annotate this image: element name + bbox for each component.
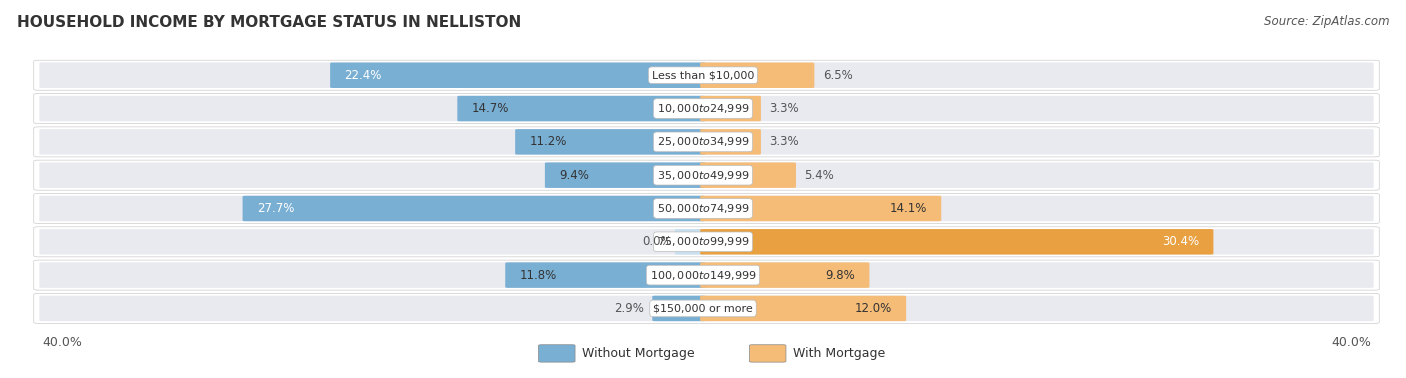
Text: $50,000 to $74,999: $50,000 to $74,999: [657, 202, 749, 215]
FancyBboxPatch shape: [700, 96, 761, 121]
Text: Less than $10,000: Less than $10,000: [652, 70, 754, 80]
Text: $75,000 to $99,999: $75,000 to $99,999: [657, 235, 749, 248]
Text: 11.8%: 11.8%: [519, 269, 557, 282]
FancyBboxPatch shape: [652, 296, 706, 321]
FancyBboxPatch shape: [330, 62, 706, 88]
FancyBboxPatch shape: [675, 229, 706, 254]
FancyBboxPatch shape: [34, 260, 1379, 290]
FancyBboxPatch shape: [700, 163, 796, 188]
Text: Without Mortgage: Without Mortgage: [582, 347, 695, 360]
Text: $150,000 or more: $150,000 or more: [654, 304, 752, 313]
FancyBboxPatch shape: [39, 296, 1374, 321]
FancyBboxPatch shape: [700, 296, 905, 321]
FancyBboxPatch shape: [505, 262, 706, 288]
Text: 30.4%: 30.4%: [1163, 235, 1199, 248]
Text: $25,000 to $34,999: $25,000 to $34,999: [657, 135, 749, 149]
Text: $35,000 to $49,999: $35,000 to $49,999: [657, 169, 749, 182]
Text: Source: ZipAtlas.com: Source: ZipAtlas.com: [1264, 15, 1389, 28]
Text: 9.8%: 9.8%: [825, 269, 855, 282]
Text: 3.3%: 3.3%: [769, 102, 799, 115]
FancyBboxPatch shape: [700, 62, 814, 88]
Text: 5.4%: 5.4%: [804, 169, 834, 182]
FancyBboxPatch shape: [457, 96, 706, 121]
FancyBboxPatch shape: [749, 345, 786, 362]
Text: 6.5%: 6.5%: [823, 69, 852, 82]
FancyBboxPatch shape: [39, 62, 1374, 88]
Text: 3.3%: 3.3%: [769, 135, 799, 149]
FancyBboxPatch shape: [34, 227, 1379, 257]
Text: 0.0%: 0.0%: [643, 235, 672, 248]
FancyBboxPatch shape: [34, 160, 1379, 190]
FancyBboxPatch shape: [39, 163, 1374, 188]
FancyBboxPatch shape: [34, 127, 1379, 157]
Text: 14.7%: 14.7%: [471, 102, 509, 115]
FancyBboxPatch shape: [538, 345, 575, 362]
FancyBboxPatch shape: [515, 129, 706, 155]
Text: 27.7%: 27.7%: [257, 202, 294, 215]
Text: $10,000 to $24,999: $10,000 to $24,999: [657, 102, 749, 115]
Text: 12.0%: 12.0%: [855, 302, 893, 315]
FancyBboxPatch shape: [39, 96, 1374, 121]
Text: With Mortgage: With Mortgage: [793, 347, 886, 360]
Text: 2.9%: 2.9%: [614, 302, 644, 315]
Text: 14.1%: 14.1%: [890, 202, 927, 215]
FancyBboxPatch shape: [39, 129, 1374, 155]
Text: 40.0%: 40.0%: [42, 336, 82, 349]
FancyBboxPatch shape: [700, 129, 761, 155]
FancyBboxPatch shape: [700, 262, 869, 288]
FancyBboxPatch shape: [700, 229, 1213, 254]
FancyBboxPatch shape: [39, 262, 1374, 288]
FancyBboxPatch shape: [700, 196, 941, 221]
FancyBboxPatch shape: [34, 60, 1379, 90]
FancyBboxPatch shape: [34, 293, 1379, 324]
FancyBboxPatch shape: [243, 196, 706, 221]
FancyBboxPatch shape: [546, 163, 706, 188]
Text: 22.4%: 22.4%: [344, 69, 381, 82]
FancyBboxPatch shape: [34, 93, 1379, 124]
Text: $100,000 to $149,999: $100,000 to $149,999: [650, 269, 756, 282]
FancyBboxPatch shape: [39, 229, 1374, 254]
Text: HOUSEHOLD INCOME BY MORTGAGE STATUS IN NELLISTON: HOUSEHOLD INCOME BY MORTGAGE STATUS IN N…: [17, 15, 522, 30]
FancyBboxPatch shape: [34, 194, 1379, 223]
Text: 9.4%: 9.4%: [560, 169, 589, 182]
Text: 11.2%: 11.2%: [529, 135, 567, 149]
Text: 40.0%: 40.0%: [1331, 336, 1371, 349]
FancyBboxPatch shape: [39, 196, 1374, 221]
